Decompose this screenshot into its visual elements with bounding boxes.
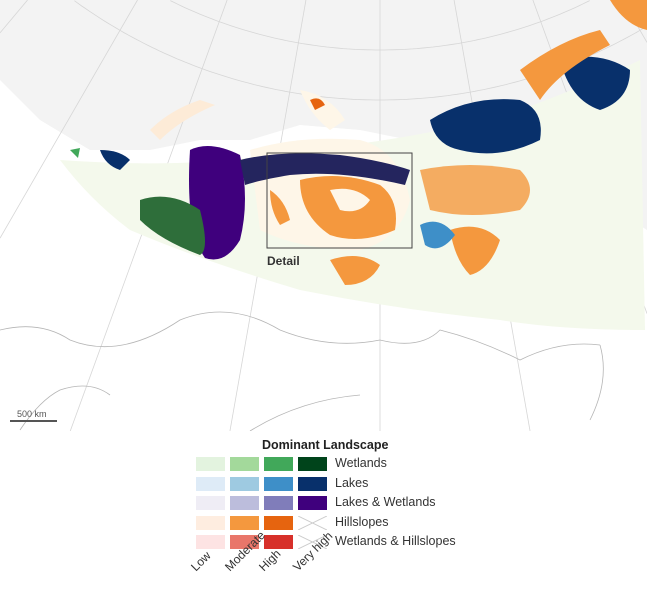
meridian-line (0, 0, 28, 34)
legend-category-label: Lakes & Wetlands (335, 495, 436, 509)
scale-bar (10, 420, 57, 422)
detail-label: Detail (267, 254, 300, 268)
legend-swatch (230, 476, 259, 491)
legend-swatch (264, 515, 293, 530)
scale-label: 500 km (17, 409, 47, 419)
meridian-line (0, 0, 138, 239)
legend-category-label: Wetlands & Hillslopes (335, 534, 456, 548)
legend-swatch (196, 496, 225, 510)
legend-category-label: Wetlands (335, 456, 387, 470)
detail-box[interactable] (266, 152, 413, 249)
legend-level-label: Low (188, 548, 214, 574)
legend-category-label: Lakes (335, 475, 369, 490)
legend-title: Dominant Landscape (262, 438, 389, 452)
country-borders (0, 311, 604, 431)
legend-level-label: High (256, 546, 284, 574)
legend-swatch (230, 515, 259, 530)
landscape-patches (60, 0, 647, 330)
legend: Dominant Landscape Wetlands Lakes Lakes & … (188, 438, 476, 598)
legend-swatch (196, 515, 225, 530)
legend-swatch (196, 476, 225, 491)
legend-swatch (298, 457, 327, 471)
legend-swatch (230, 496, 259, 510)
legend-swatch (264, 535, 293, 549)
legend-swatch (230, 457, 259, 471)
legend-swatch (264, 496, 293, 510)
legend-swatch (298, 496, 327, 510)
legend-swatch (230, 535, 259, 549)
legend-swatch-na (297, 534, 328, 550)
parallel-line (170, 0, 590, 51)
legend-swatch (264, 476, 293, 491)
permafrost-map (0, 0, 647, 431)
legend-swatch (298, 476, 327, 491)
legend-swatch (264, 457, 293, 471)
legend-swatch (196, 457, 225, 471)
legend-category-label: Hillslopes (335, 514, 389, 529)
legend-swatch-na (297, 515, 328, 530)
legend-swatch (196, 535, 225, 549)
